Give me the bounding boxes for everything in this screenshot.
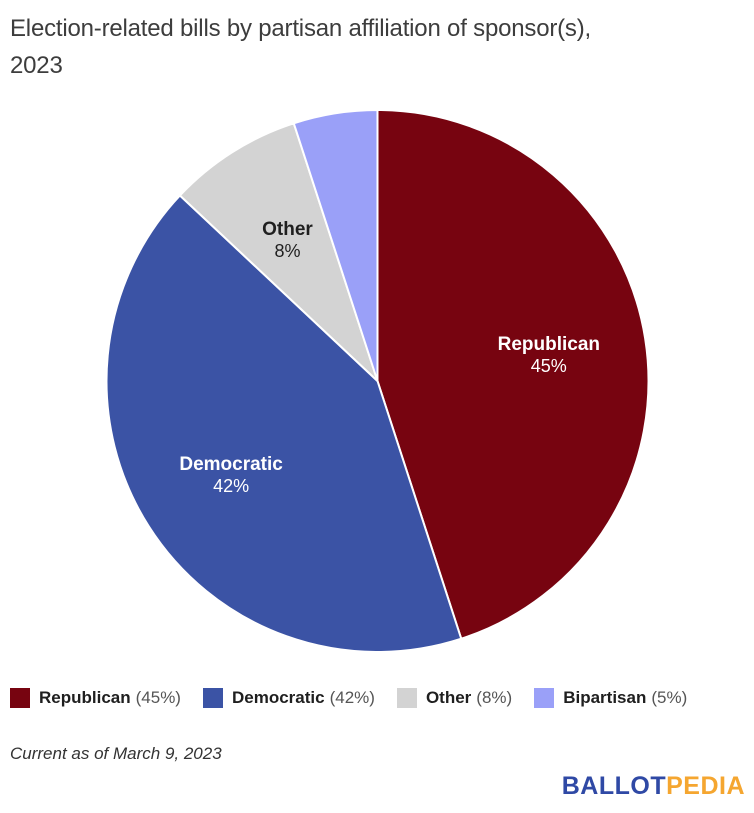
slice-label-republican: Republican (498, 334, 600, 355)
slice-label-other: Other (262, 219, 313, 240)
chart-legend: Republican (45%) Democratic (42%) Other (8%) B… (10, 688, 687, 708)
legend-label: Democratic (231, 688, 325, 707)
legend-percentage: (45%) (135, 688, 181, 707)
legend-label: Republican (39, 688, 131, 707)
logo-part-ballot: BALLOT (561, 772, 667, 800)
legend-label: Bipartisan (563, 688, 647, 707)
legend-percentage: (5%) (651, 688, 688, 707)
logo-part-pedia: PEDIA (666, 772, 745, 800)
footnote-current-as-of: Current as of March 9, 2023 (10, 744, 222, 763)
slice-pct-other: 8% (274, 241, 300, 261)
slice-label-democratic: Democratic (179, 454, 283, 475)
legend-percentage: (42%) (329, 688, 375, 707)
legend-swatch-bipartisan (534, 688, 555, 708)
pie-slice-democratic[interactable] (105, 194, 463, 653)
legend-item-republican[interactable]: Republican (45%) (10, 688, 181, 708)
legend-percentage: (8%) (476, 688, 513, 707)
pie-slice-republican[interactable] (376, 109, 650, 640)
legend-item-democratic[interactable]: Democratic (42%) (202, 688, 375, 708)
legend-swatch-republican (10, 688, 30, 708)
legend-item-bipartisan[interactable]: Bipartisan (5%) (534, 688, 687, 708)
slice-pct-republican: 45% (531, 356, 567, 376)
legend-item-other[interactable]: Other (8%) (396, 688, 513, 708)
ballotpedia-logo[interactable]: BALLOTPEDIA (562, 772, 745, 801)
pie-slice-bipartisan[interactable] (292, 109, 379, 382)
pie-slice-other[interactable] (178, 122, 379, 382)
legend-swatch-other (396, 688, 417, 708)
slice-pct-democratic: 42% (213, 476, 249, 496)
legend-label: Other (425, 688, 472, 707)
chart-title: Election-related bills by partisan affil… (10, 15, 591, 79)
legend-swatch-democratic (202, 688, 223, 708)
